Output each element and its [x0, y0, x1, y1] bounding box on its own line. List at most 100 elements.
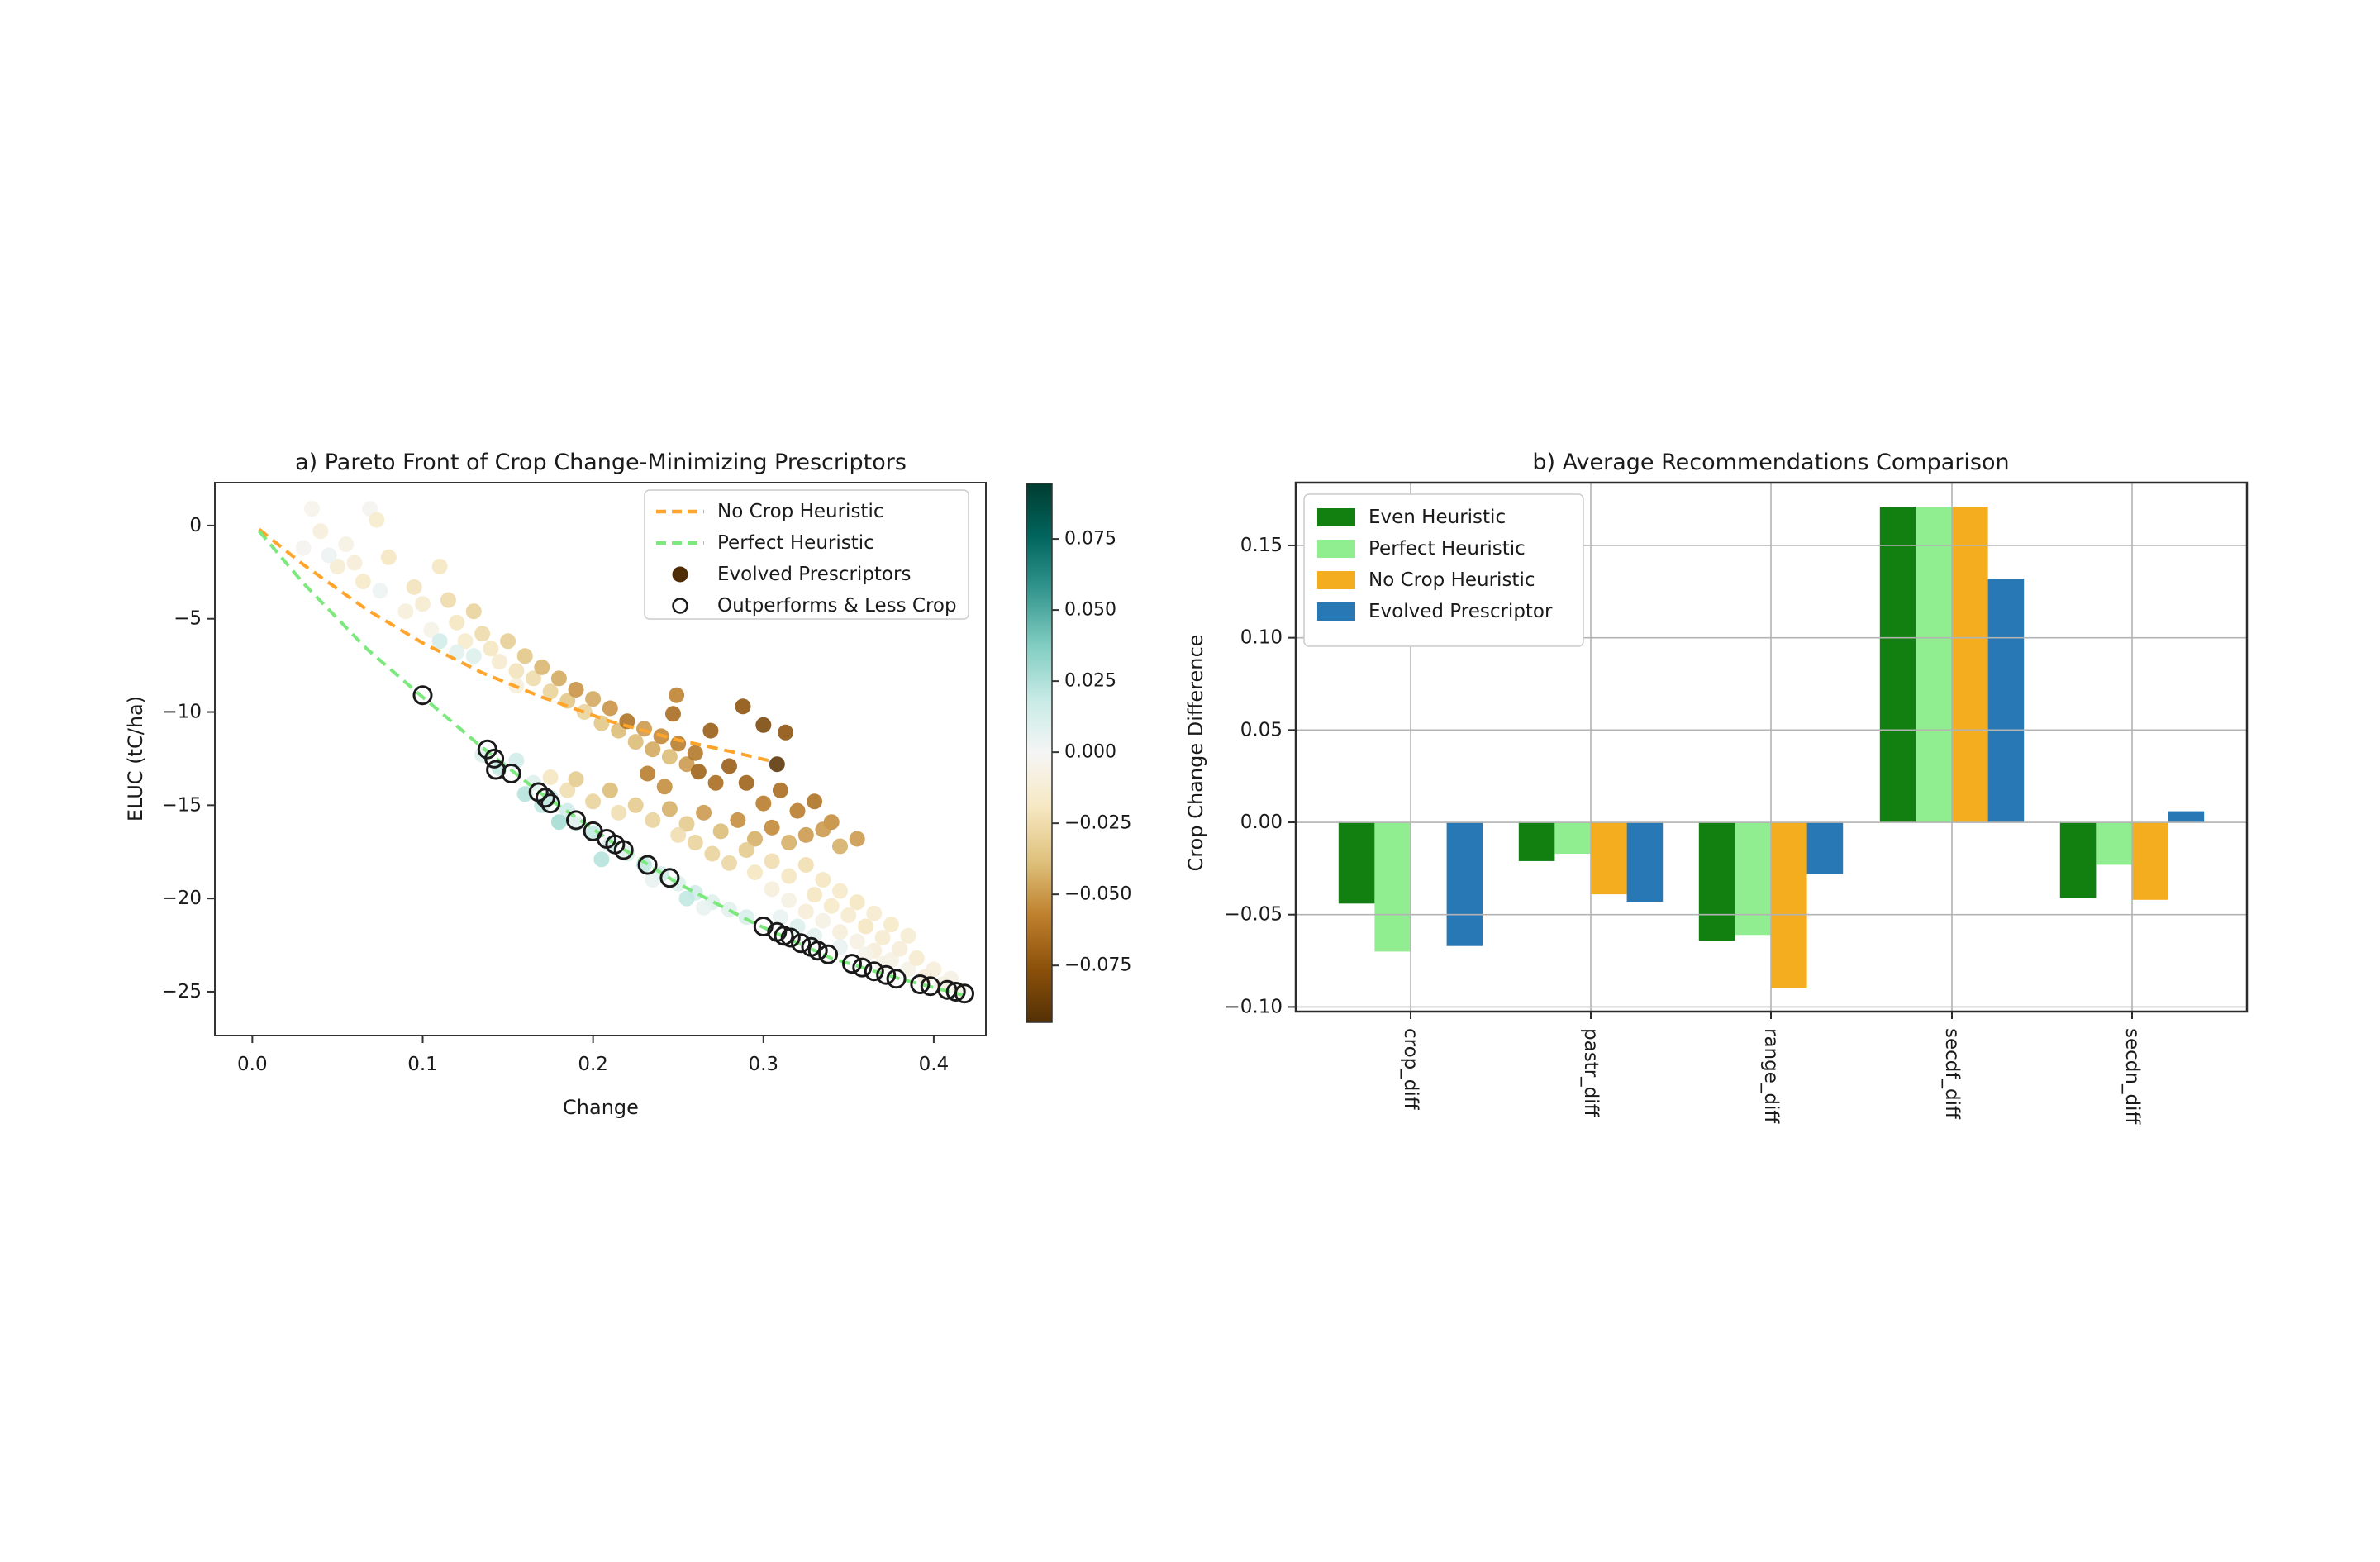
- bar-no-crop-heuristic: [1952, 507, 1988, 822]
- scatter-point: [747, 864, 763, 881]
- bar-no-crop-heuristic: [2132, 822, 2168, 900]
- pareto-circle: [637, 855, 658, 875]
- colorbar-tick-label: −0.075: [1064, 955, 1131, 976]
- scatter-point: [849, 894, 865, 911]
- pareto-circle: [540, 793, 561, 814]
- no-crop-heuristic-swatch-icon: [1317, 571, 1355, 589]
- y-tick-label: −0.10: [1225, 996, 1283, 1017]
- pareto-circle: [535, 788, 555, 808]
- x-tick-label: 0.3: [748, 1054, 778, 1075]
- bar-perfect-heuristic: [1374, 822, 1411, 952]
- scatter-point: [900, 927, 916, 944]
- scatter-point: [661, 749, 678, 765]
- right-legend-box: [1303, 493, 1584, 647]
- bar-no-crop-heuristic: [1771, 822, 1807, 988]
- scatter-point: [568, 771, 584, 788]
- bar-perfect-heuristic: [1554, 822, 1591, 854]
- scatter-point: [797, 903, 814, 920]
- bar-even-heuristic: [1338, 822, 1375, 904]
- pareto-circle: [566, 810, 586, 831]
- scatter-point: [815, 872, 831, 888]
- scatter-point: [670, 736, 687, 752]
- y-tick-label: −20: [161, 888, 202, 909]
- pareto-circle: [780, 927, 801, 948]
- even-heuristic-swatch-icon: [1317, 508, 1355, 526]
- bar-even-heuristic: [2059, 822, 2097, 898]
- outperforms-open-circle-icon: [672, 598, 688, 614]
- scatter-point: [687, 745, 703, 761]
- colorbar-tick-label: 0.075: [1064, 529, 1116, 550]
- scatter-point: [735, 698, 751, 715]
- scatter-point: [593, 715, 610, 731]
- scatter-point: [738, 774, 754, 791]
- scatter-point: [687, 835, 703, 850]
- scatter-point: [678, 756, 695, 773]
- pareto-scatter-plot: 0.0 0.1 0.2 0.3 0.4 0 −5 −10 −15 −20 −25 0.075 0.050…: [161, 482, 1131, 1075]
- x-category-label: crop_diff: [1400, 1028, 1421, 1111]
- scatter-point: [304, 501, 320, 517]
- right-legend-label-2: Perfect Heuristic: [1368, 538, 1526, 560]
- scatter-point: [690, 764, 707, 780]
- scatter-point: [721, 855, 737, 871]
- left-x-axis-label: Change: [563, 1096, 639, 1119]
- colorbar-tick-label: −0.025: [1064, 813, 1131, 834]
- right-chart-title: b) Average Recommendations Comparison: [1532, 450, 2009, 475]
- y-tick-label: 0.10: [1240, 627, 1283, 649]
- scatter-point: [764, 853, 780, 869]
- scatter-point: [769, 756, 785, 773]
- scatter-point: [665, 706, 681, 722]
- scatter-point: [645, 812, 661, 828]
- recommendations-bar-plot: 0.15 0.10 0.05 0.00 −0.05 −0.10 crop_diff pastr…: [1225, 481, 2249, 1125]
- pareto-circle: [876, 964, 897, 985]
- perfect-heuristic-swatch-icon: [1317, 540, 1355, 558]
- scatter-point: [832, 838, 848, 855]
- scatter-point: [576, 704, 593, 720]
- scatter-point: [892, 941, 908, 957]
- right-legend-label-1: Even Heuristic: [1368, 507, 1506, 528]
- pareto-circle: [818, 944, 839, 964]
- evolved-prescriptor-swatch-icon: [1317, 602, 1355, 621]
- scatter-point: [823, 898, 840, 914]
- y-tick-label: 0.15: [1240, 535, 1283, 556]
- scatter-point: [568, 682, 584, 698]
- scatter-point: [526, 774, 541, 791]
- bar-perfect-heuristic: [1735, 822, 1771, 936]
- bar-perfect-heuristic: [1916, 507, 1952, 822]
- scatter-point: [738, 842, 754, 858]
- pareto-circle: [886, 969, 907, 989]
- scatter-point: [866, 905, 883, 921]
- left-legend: No Crop Heuristic Perfect Heuristic Evol…: [644, 489, 969, 620]
- scatter-point: [696, 899, 712, 916]
- x-tick-label: 0.4: [919, 1054, 950, 1075]
- scatter-point: [380, 549, 397, 565]
- y-tick-label: −5: [174, 608, 202, 630]
- y-tick-label: −0.05: [1225, 904, 1283, 926]
- scatter-point: [534, 659, 550, 675]
- scatter-point: [542, 769, 559, 785]
- right-legend: Even Heuristic Perfect Heuristic No Crop…: [1303, 493, 1584, 647]
- colorbar-label: Crop Change Difference: [1184, 635, 1207, 872]
- scatter-point: [730, 812, 746, 828]
- scatter-point: [815, 821, 831, 838]
- scatter-point: [329, 559, 345, 574]
- pareto-circle: [910, 974, 931, 994]
- pareto-circle: [501, 764, 521, 783]
- colorbar-tick-label: −0.050: [1064, 884, 1131, 905]
- scatter-point: [550, 670, 567, 687]
- left-plot-frame: [214, 482, 987, 1036]
- y-tick-label: −15: [161, 794, 202, 816]
- y-tick-label: −25: [161, 981, 202, 1002]
- scatter-point: [669, 687, 685, 703]
- bar-evolved-prescriptor: [1446, 822, 1483, 946]
- scatter-point: [661, 801, 678, 817]
- evolved-prescriptors-dot-icon: [672, 566, 688, 583]
- scatter-point: [849, 831, 865, 847]
- scatter-point: [602, 782, 618, 798]
- scatter-point: [449, 614, 465, 631]
- scatter-point: [926, 961, 942, 978]
- scatter-point: [772, 909, 788, 926]
- x-tick-label: 0.2: [578, 1054, 608, 1075]
- scatter-point: [874, 930, 891, 945]
- pareto-circle: [484, 748, 505, 769]
- scatter-point: [602, 700, 618, 717]
